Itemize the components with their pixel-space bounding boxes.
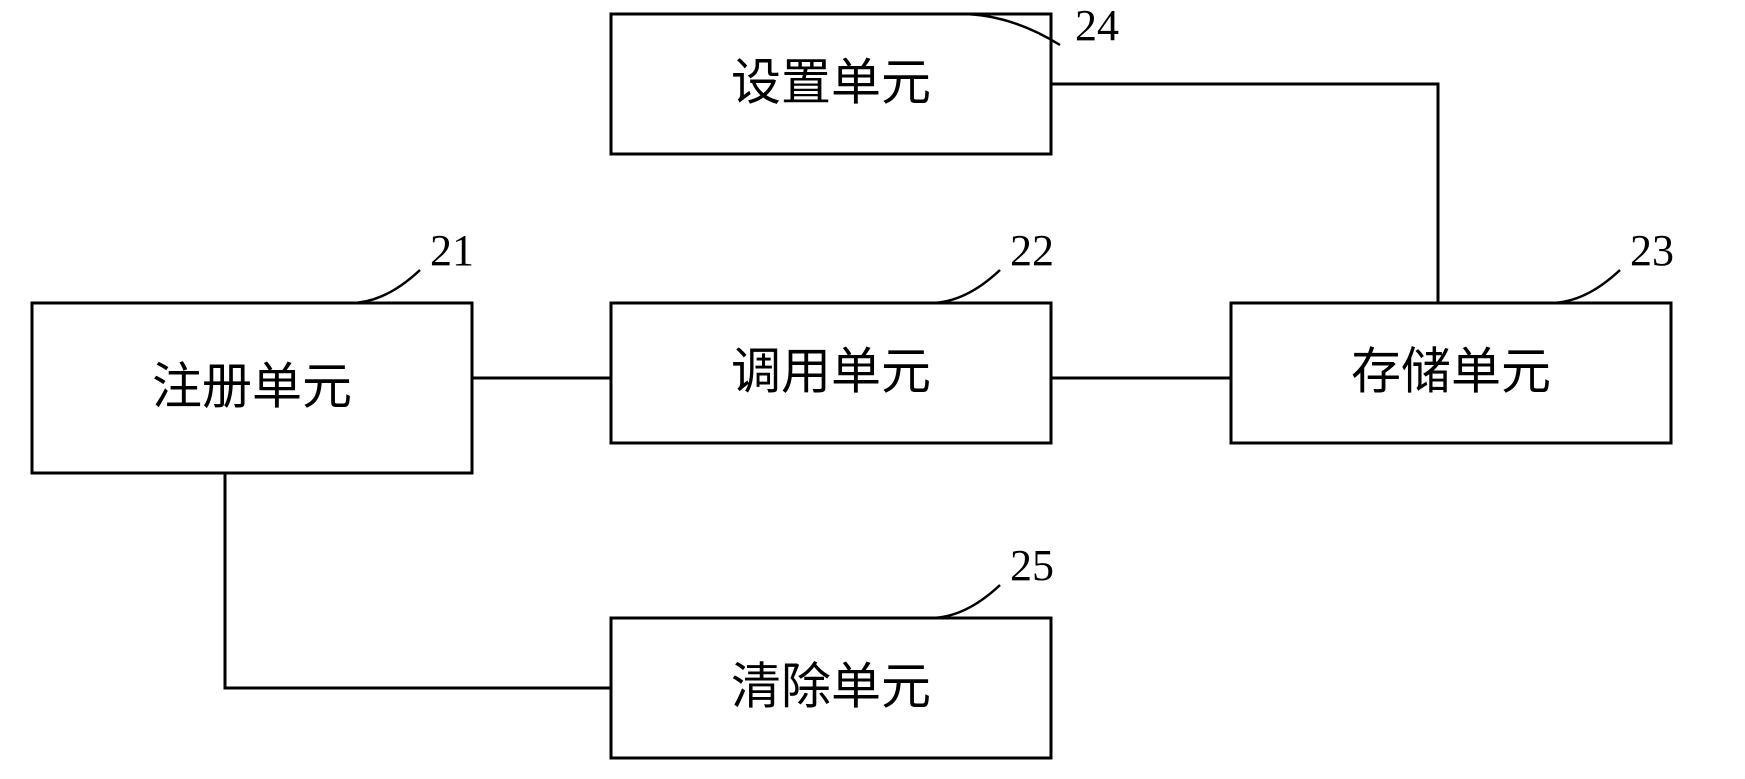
leader-line [930,270,1000,303]
connector [225,473,611,688]
block-label: 存储单元 [1351,343,1551,399]
leader-line [350,270,420,303]
block-number: 23 [1630,226,1674,275]
block-b25: 清除单元 25 [611,541,1054,758]
block-number: 25 [1010,541,1054,590]
block-number: 21 [430,226,474,275]
block-b24: 设置单元 24 [611,1,1119,154]
block-label: 设置单元 [731,54,931,110]
block-label: 调用单元 [731,343,931,399]
leader-line [1550,270,1620,303]
block-label: 清除单元 [731,658,931,714]
block-b23: 存储单元 23 [1231,226,1674,443]
block-number: 22 [1010,226,1054,275]
connector [1051,84,1438,303]
block-diagram: 设置单元 24 注册单元 21 调用单元 22 存储单元 23 清除单元 25 [0,0,1745,779]
block-b22: 调用单元 22 [611,226,1054,443]
block-b21: 注册单元 21 [32,226,474,473]
block-label: 注册单元 [152,358,352,414]
leader-line [930,585,1000,618]
block-number: 24 [1075,1,1119,50]
